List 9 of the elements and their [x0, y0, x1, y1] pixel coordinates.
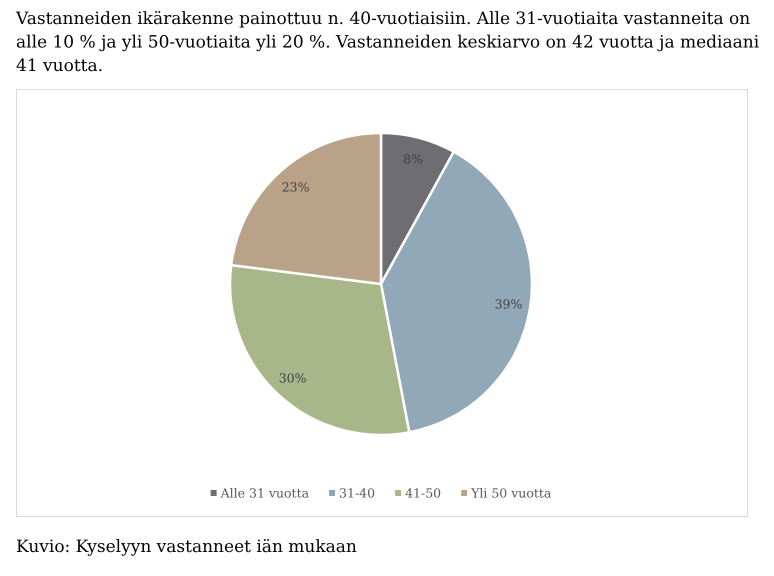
data-label: 39% — [494, 296, 523, 312]
legend-label: 41-50 — [405, 486, 442, 500]
legend-label: Yli 50 vuotta — [470, 486, 552, 500]
legend-label: 31-40 — [339, 486, 376, 500]
data-label: 30% — [278, 370, 307, 386]
chart-title: Vastanneiden ikärakenne painottuu n. 40-vuotiaisiin. Alle 31-vuotiaita vastanneita on alle 10 % ja yli 50-vuotiaita yli 20 %. Vastanneiden keskiarvo on 42 vuotta ja mediaani 41 vuotta. — [15, 9, 760, 76]
data-label: 23% — [282, 180, 310, 195]
legend-label: Alle 31 vuotta — [220, 486, 310, 500]
text: Kuvio: Kyselyyn vastanneet iän mukaan — [16, 537, 357, 557]
